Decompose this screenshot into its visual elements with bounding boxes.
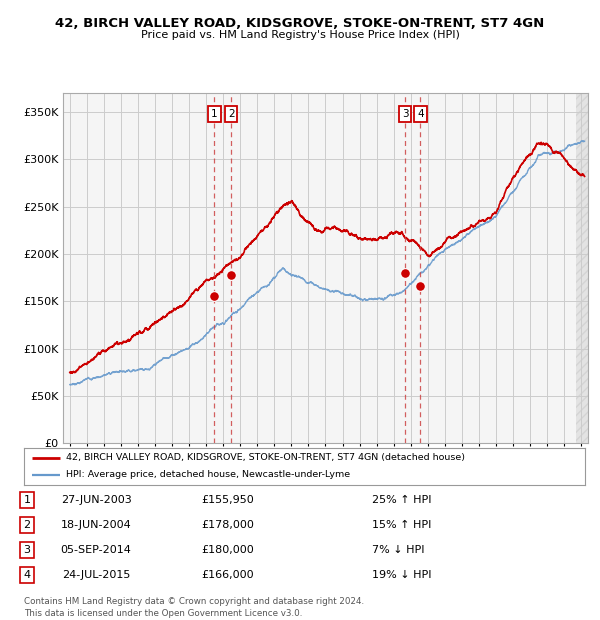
- Text: HPI: Average price, detached house, Newcastle-under-Lyme: HPI: Average price, detached house, Newc…: [66, 471, 350, 479]
- Text: 19% ↓ HPI: 19% ↓ HPI: [372, 570, 431, 580]
- Text: 05-SEP-2014: 05-SEP-2014: [61, 545, 131, 555]
- Text: 3: 3: [23, 545, 31, 555]
- Text: This data is licensed under the Open Government Licence v3.0.: This data is licensed under the Open Gov…: [24, 609, 302, 618]
- Text: 42, BIRCH VALLEY ROAD, KIDSGROVE, STOKE-ON-TRENT, ST7 4GN: 42, BIRCH VALLEY ROAD, KIDSGROVE, STOKE-…: [55, 17, 545, 30]
- Text: Price paid vs. HM Land Registry's House Price Index (HPI): Price paid vs. HM Land Registry's House …: [140, 30, 460, 40]
- Bar: [576, 93, 588, 443]
- Text: £166,000: £166,000: [202, 570, 254, 580]
- Text: 7% ↓ HPI: 7% ↓ HPI: [372, 545, 425, 555]
- Text: 24-JUL-2015: 24-JUL-2015: [62, 570, 130, 580]
- Text: £180,000: £180,000: [202, 545, 254, 555]
- Text: 18-JUN-2004: 18-JUN-2004: [61, 520, 131, 530]
- Text: 3: 3: [402, 109, 409, 119]
- Text: 4: 4: [23, 570, 31, 580]
- Text: £178,000: £178,000: [202, 520, 254, 530]
- Text: 1: 1: [211, 109, 218, 119]
- Text: 2: 2: [23, 520, 31, 530]
- Text: 2: 2: [228, 109, 235, 119]
- Text: 25% ↑ HPI: 25% ↑ HPI: [372, 495, 431, 505]
- Text: 42, BIRCH VALLEY ROAD, KIDSGROVE, STOKE-ON-TRENT, ST7 4GN (detached house): 42, BIRCH VALLEY ROAD, KIDSGROVE, STOKE-…: [66, 453, 465, 462]
- Text: 27-JUN-2003: 27-JUN-2003: [61, 495, 131, 505]
- Text: 15% ↑ HPI: 15% ↑ HPI: [372, 520, 431, 530]
- Text: £155,950: £155,950: [202, 495, 254, 505]
- Text: 1: 1: [23, 495, 31, 505]
- Text: 4: 4: [417, 109, 424, 119]
- Text: Contains HM Land Registry data © Crown copyright and database right 2024.: Contains HM Land Registry data © Crown c…: [24, 597, 364, 606]
